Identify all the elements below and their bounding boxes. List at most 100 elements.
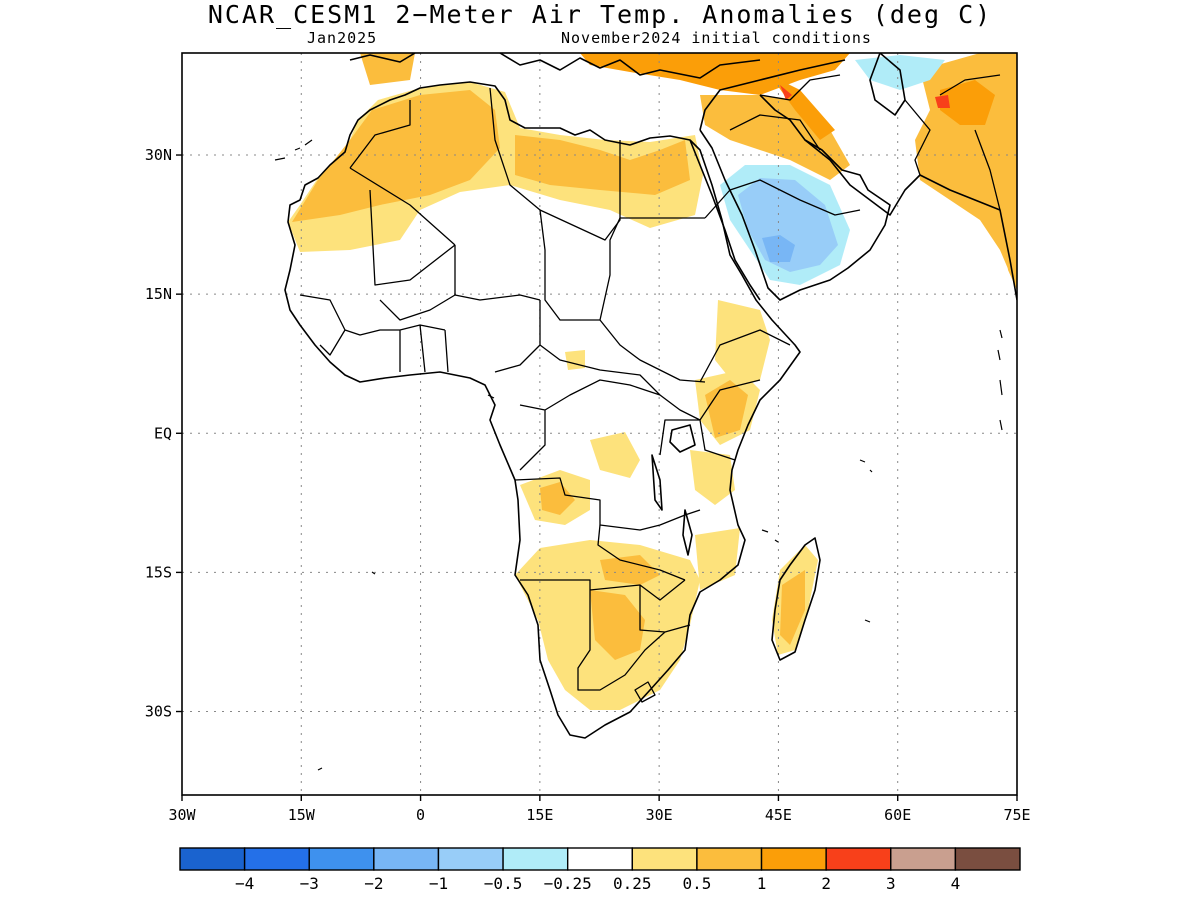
legend-swatch	[760, 847, 827, 871]
lat-tick-label: EQ	[154, 424, 172, 442]
anomaly-region-afghanistan	[940, 80, 995, 125]
madagascar-coastline	[771, 537, 821, 661]
longitude-axis: 30W 15W 0 15E 30E 45E 60E 75E	[168, 795, 1031, 824]
comoros-islands	[761, 529, 779, 543]
border-egypt-sudan	[599, 217, 706, 383]
border-lesotho	[634, 681, 656, 703]
saint-helena-island	[371, 571, 376, 575]
legend-swatch	[243, 847, 310, 871]
lat-tick-label: 30N	[145, 146, 172, 164]
anomaly-region-libya-egypt	[515, 135, 690, 195]
anomaly-region-botswana-core	[590, 590, 645, 660]
anomaly-region-chad	[565, 350, 585, 370]
anomaly-region-arabia-cool-inner	[762, 235, 795, 262]
lon-tick-label: 30W	[168, 806, 196, 824]
legend-label: −0.25	[544, 874, 592, 893]
anomaly-region-arabia-cool-mid	[738, 178, 838, 272]
border-middle-east	[704, 74, 1001, 219]
anomaly-region-kenya-core	[705, 380, 748, 438]
initial-conditions: November2024 initial conditions	[561, 29, 872, 47]
border-chad	[539, 209, 600, 321]
anomaly-region-congo	[590, 432, 640, 478]
border-west-africa	[299, 294, 449, 373]
anomaly-region-india	[1000, 205, 1017, 290]
europe-coast	[349, 53, 761, 79]
legend-swatch	[696, 847, 763, 871]
legend-swatch	[373, 847, 440, 871]
red-sea-west	[689, 139, 761, 301]
caspian-coast	[869, 53, 906, 116]
anomaly-region-iran	[915, 53, 1017, 290]
legend-swatch	[179, 847, 246, 871]
legend-swatch	[566, 847, 634, 871]
lat-tick-label: 15N	[145, 285, 172, 303]
legend-label: 1	[757, 874, 767, 893]
legend-label: 0.5	[682, 874, 711, 893]
legend-swatch	[502, 847, 569, 871]
map-title: NCAR_CESM1 2−Meter Air Temp. Anomalies (…	[207, 0, 993, 29]
legend-swatch	[308, 847, 375, 871]
legend-swatch	[890, 847, 957, 871]
legend-swatch	[825, 847, 892, 871]
arabia-coastline	[699, 94, 891, 301]
lon-tick-label: 30E	[646, 806, 673, 824]
legend-label: −0.5	[484, 874, 523, 893]
legend-swatch	[437, 847, 504, 871]
coastlines	[284, 53, 1017, 739]
lat-tick-label: 15S	[145, 563, 172, 581]
border-southern-africa	[520, 524, 691, 691]
valid-month: Jan2025	[307, 29, 378, 47]
lat-lon-grid	[182, 53, 1017, 795]
lon-tick-label: 15E	[526, 806, 553, 824]
africa-coastline	[284, 81, 801, 739]
anomaly-hot-spot-afghanistan	[935, 95, 950, 108]
plot-frame	[181, 52, 1018, 796]
lat-tick-label: 30S	[145, 703, 172, 721]
legend-label: 0.25	[613, 874, 652, 893]
maldives-islands	[997, 329, 1003, 431]
map-plot-area	[182, 53, 1017, 795]
border-algeria-mali	[349, 167, 456, 286]
legend-label: −2	[364, 874, 383, 893]
lon-tick-label: 0	[416, 806, 425, 824]
color-legend: −4 −3 −2 −1 −0.5 −0.25 0.25 0.5 1 2 3 4	[179, 847, 1021, 893]
anomaly-region-angola-core	[540, 482, 575, 515]
legend-label: −3	[300, 874, 319, 893]
border-central-africa	[494, 300, 701, 471]
border-morocco-algeria	[349, 100, 411, 169]
mediterranean-coast	[699, 59, 846, 131]
legend-label: 4	[951, 874, 961, 893]
lon-tick-label: 15W	[288, 806, 316, 824]
anomaly-region-mozambique	[695, 528, 740, 590]
legend-swatch	[954, 847, 1021, 871]
seychelles-islands	[859, 459, 873, 473]
anomaly-shading	[288, 53, 1017, 710]
legend-label: −4	[235, 874, 254, 893]
lake-tanganyika	[651, 454, 663, 511]
lon-tick-label: 45E	[765, 806, 792, 824]
legend-label: 2	[821, 874, 831, 893]
lon-tick-label: 60E	[884, 806, 911, 824]
tristan-island	[317, 767, 323, 771]
latitude-axis: 30N 15N EQ 15S 30S	[145, 146, 182, 721]
islands	[274, 139, 1003, 771]
mauritius-island	[864, 619, 871, 623]
legend-swatch	[631, 847, 698, 871]
anomaly-hot-spot-iraq	[780, 85, 792, 100]
anomaly-region-zambia-core	[600, 555, 660, 585]
lon-tick-label: 75E	[1003, 806, 1030, 824]
anomaly-region-madagascar-core	[780, 570, 805, 645]
persian-gulf-coast	[804, 139, 1017, 301]
lake-malawi	[682, 509, 693, 556]
legend-label: 3	[886, 874, 896, 893]
anomaly-region-east-med	[580, 53, 850, 95]
bioko-island	[487, 394, 495, 399]
legend-label: −1	[429, 874, 448, 893]
anomaly-region-tanzania	[690, 450, 735, 505]
border-niger-nigeria	[379, 245, 541, 321]
country-borders	[299, 74, 1001, 703]
anomaly-region-sahara-core	[292, 90, 500, 222]
anomaly-region-ethiopia	[715, 300, 770, 385]
border-east-africa	[659, 329, 791, 461]
